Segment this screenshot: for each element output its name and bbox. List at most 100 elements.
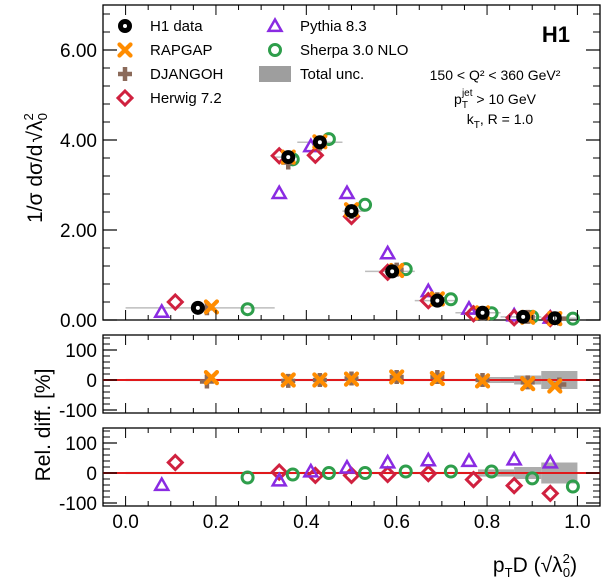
- cut-kt-sub: T: [474, 120, 480, 131]
- x-tick-label: 0.8: [474, 512, 500, 533]
- sherpa-3-0-nlo-ratio-point: [285, 467, 300, 482]
- pythia-8-3-ratio-point: [270, 471, 288, 487]
- herwig-7-2-ratio-point: [419, 464, 438, 483]
- sherpa-3-0-nlo-point: [443, 292, 458, 307]
- x-tick-label: 0.6: [383, 512, 409, 533]
- legend-label-herwig-7-2: Herwig 7.2: [150, 90, 222, 107]
- herwig-7-2-ratio-point: [464, 470, 483, 489]
- x-axis-label-subzero: 0: [563, 565, 570, 580]
- h1-data-point-center: [390, 269, 395, 274]
- main-ytick-label: 4.00: [60, 131, 97, 152]
- legend-marker-sherpa-3-0-nlo: [268, 43, 282, 57]
- h1-data-point-center: [195, 305, 200, 310]
- legend-marker-pythia-8-3: [266, 16, 284, 33]
- pythia-8-3-point: [419, 282, 437, 298]
- sherpa-3-0-nlo-ratio-point: [358, 466, 373, 480]
- sherpa-3-0-nlo-ratio-point: [321, 466, 336, 480]
- herwig-7-2-ratio-point: [505, 476, 524, 495]
- pythia-8-3-point: [153, 302, 171, 319]
- legend-label-total-unc: Total unc.: [300, 66, 364, 83]
- x-axis-label-radical: √: [541, 554, 553, 577]
- ratio1-ytick-label: -100: [59, 401, 97, 422]
- rapgap-ratio-point: [312, 372, 328, 388]
- main-ytick-label: 2.00: [60, 221, 97, 242]
- ratio2-ytick-label: 100: [65, 434, 97, 455]
- rapgap-ratio-point: [389, 369, 405, 385]
- legend-label-rapgap: RAPGAP: [150, 42, 213, 59]
- legend-label-djangoh: DJANGOH: [150, 66, 223, 83]
- x-tick-label: 1.0: [564, 512, 590, 533]
- h1-data-point-center: [521, 314, 526, 319]
- y-axis-label-sup: 2: [21, 113, 36, 120]
- cut-kt-rest: , R = 1.0: [480, 111, 534, 127]
- sherpa-3-0-nlo-ratio-point: [398, 464, 413, 479]
- x-axis-label-lambda: λ: [552, 554, 563, 577]
- sherpa-3-0-nlo-ratio-point: [565, 479, 580, 494]
- h1-data-point-center: [480, 310, 485, 315]
- rapgap-ratio-point: [547, 378, 563, 394]
- pythia-8-3-ratio-point: [541, 453, 559, 469]
- main-ytick-label: 0.00: [60, 311, 97, 332]
- ratio2-ytick-label: -100: [59, 494, 97, 515]
- x-axis-label-close: ): [570, 554, 577, 577]
- legend-marker-total-unc: [259, 66, 291, 82]
- legend-label-sherpa-3-0-nlo: Sherpa 3.0 NLO: [300, 42, 408, 59]
- legend-label-pythia-8-3: Pythia 8.3: [300, 18, 367, 35]
- sherpa-3-0-nlo-point: [565, 311, 580, 326]
- ratio-y-axis-label-text: Rel. diff. [%]: [32, 369, 55, 482]
- djangoh-point: [199, 301, 214, 316]
- experiment-label: H1: [542, 22, 570, 47]
- cut-q2: 150 < Q² < 360 GeV²: [430, 67, 561, 83]
- h1-data-point-center: [435, 298, 440, 303]
- herwig-7-2-ratio-point: [166, 453, 185, 472]
- y-axis-label-lambda: λ: [24, 120, 47, 131]
- legend: H1 data RAPGAP DJANGOH Herwig 7.2 Pythia 8.…: [115, 16, 408, 108]
- h1-data-point-center: [349, 209, 354, 214]
- herwig-7-2-point: [306, 146, 325, 165]
- h1-data-point-center: [286, 155, 291, 160]
- ratio2-ytick-label: 0: [86, 464, 97, 485]
- pythia-8-3-ratio-point: [505, 450, 523, 466]
- herwig-7-2-ratio-point: [378, 465, 397, 484]
- x-axis-label-rest: D (: [513, 554, 541, 577]
- cut-kt: kT, R = 1.0: [467, 111, 534, 131]
- rapgap-ratio-point: [429, 370, 445, 387]
- y-axis-label-text: 1/σ dσ/d √λ20: [21, 113, 50, 223]
- x-tick-label: 0.4: [293, 512, 320, 533]
- rapgap-ratio-point: [474, 373, 491, 389]
- pythia-8-3-point: [270, 184, 288, 200]
- ratio1-ytick-label: 0: [86, 371, 97, 392]
- legend-marker-herwig-7-2: [115, 88, 135, 108]
- data-marks: [153, 132, 580, 503]
- ratio1-ytick-label: 100: [65, 341, 97, 362]
- herwig-7-2-ratio-point: [306, 466, 325, 485]
- sherpa-3-0-nlo-ratio-point: [484, 464, 499, 479]
- cut-pt-sup: jet: [461, 88, 473, 99]
- herwig-7-2-point: [166, 292, 185, 312]
- rapgap-ratio-point: [203, 370, 220, 386]
- axes: 0.00 2.00 4.00 6.00 -100 0 100 -100 0 100 0.0 0.2 0.…: [59, 5, 600, 533]
- rapgap-ratio-point: [520, 376, 536, 392]
- pythia-8-3-ratio-point: [460, 451, 478, 468]
- pythia-8-3-ratio-point: [338, 458, 356, 474]
- rapgap-ratio-point: [343, 371, 360, 387]
- main-ytick-label: 6.00: [60, 41, 97, 62]
- ratio-y-axis-label: Rel. diff. [%]: [32, 369, 55, 482]
- legend-column-1: H1 data RAPGAP DJANGOH Herwig 7.2: [115, 18, 223, 108]
- sherpa-3-0-nlo-ratio-point: [525, 471, 540, 486]
- legend-column-2: Pythia 8.3 Sherpa 3.0 NLO Total unc.: [259, 16, 408, 83]
- x-axis-label-sub: T: [505, 565, 513, 580]
- pythia-8-3-point: [338, 184, 356, 200]
- djangoh-ratio-point: [552, 377, 567, 392]
- y-axis-label-radical: √: [24, 131, 47, 143]
- h1-data-point-center: [317, 140, 322, 145]
- legend-marker-rapgap: [117, 42, 133, 58]
- pythia-8-3-ratio-point: [378, 453, 397, 469]
- y-axis-label: 1/σ dσ/d √λ20: [21, 113, 50, 223]
- cut-kt-k: k: [467, 111, 475, 127]
- x-axis-label-sup: 2: [563, 551, 570, 566]
- rapgap-ratio-point: [280, 372, 296, 388]
- cut-pt-sub: T: [462, 100, 468, 111]
- pythia-8-3-ratio-point: [302, 462, 320, 478]
- herwig-7-2-ratio-point: [541, 484, 560, 503]
